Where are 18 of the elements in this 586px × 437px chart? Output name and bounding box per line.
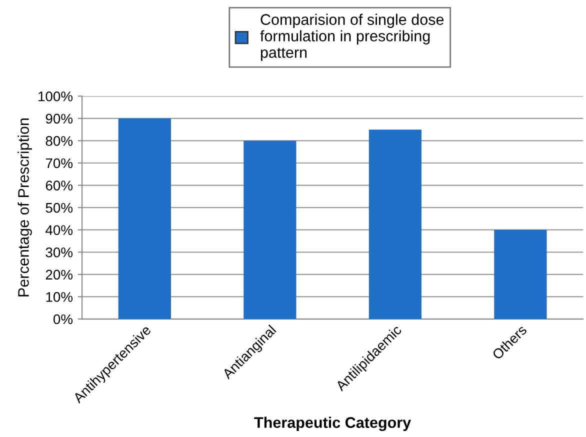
y-tick-label: 20% xyxy=(46,270,73,280)
y-tick-label: 80% xyxy=(46,136,73,146)
y-tick-label: 50% xyxy=(46,202,73,213)
legend-label: Comparision of single dose formulation in prescribing pattern xyxy=(260,14,444,61)
y-tick-label: 60% xyxy=(46,180,73,190)
bar xyxy=(494,230,547,320)
x-axis-title: Therapeutic Category xyxy=(254,416,412,432)
bar xyxy=(118,118,171,320)
bar xyxy=(368,130,422,320)
y-tick-label: 40% xyxy=(46,225,73,236)
y-tick-label: 100% xyxy=(38,91,73,102)
y-tick-label: 30% xyxy=(46,247,73,258)
y-tick-label: 70% xyxy=(46,158,73,168)
y-tick-label: 90% xyxy=(46,114,73,124)
y-axis-title: Percentage of Prescription xyxy=(18,118,32,296)
y-tick-label: 0% xyxy=(53,314,73,324)
bar xyxy=(244,140,296,320)
y-tick-label: 10% xyxy=(46,292,73,302)
